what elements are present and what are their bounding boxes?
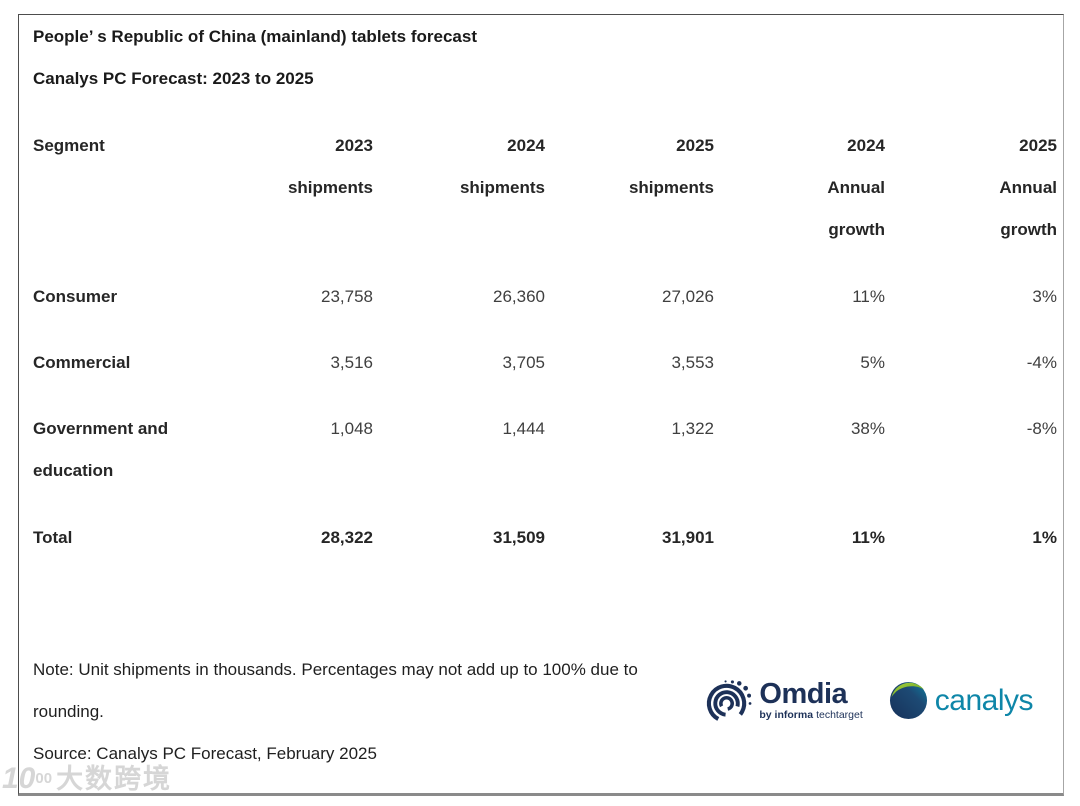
table-row-commercial: Commercial 3,516 3,705 3,553 5% -4% [33, 353, 1057, 372]
watermark-dashukuajing: 10 00 大数跨境 [2, 762, 173, 795]
note-text-line1: Note: Unit shipments in thousands. Perce… [33, 660, 638, 679]
table-row-government-education: Government and education 1,048 1,444 1,3… [33, 419, 1057, 480]
table-header-row: Segment 2023 shipments 2024 shipments 20… [33, 125, 1057, 251]
column-header-2024-growth: 2024 Annual growth [827, 136, 885, 239]
omdia-tagline: by informa techtarget [759, 709, 863, 721]
column-header-2023-shipments: 2023 shipments [287, 136, 373, 197]
column-header-2025-growth: 2025 Annual growth [999, 136, 1057, 239]
canalys-wordmark: canalys [934, 683, 1034, 717]
column-header-segment: Segment [33, 136, 105, 155]
logo-area: Omdia by informa techtarget [705, 677, 1034, 724]
watermark-text: 大数跨境 [56, 764, 173, 794]
canalys-logo: canalys [889, 681, 1034, 720]
source-text: Source: Canalys PC Forecast, February 20… [33, 744, 377, 763]
footer-text-block: Note: Unit shipments in thousands. Perce… [33, 649, 1057, 775]
column-header-2025-shipments: 2025 shipments [628, 136, 714, 197]
title-block: People’ s Republic of China (mainland) t… [33, 16, 1057, 100]
note-text-line2: rounding. [33, 702, 104, 721]
omdia-wordmark: Omdia [759, 678, 848, 710]
table-row-consumer: Consumer 23,758 26,360 27,026 11% 3% [33, 287, 1057, 306]
column-header-2024-shipments: 2024 shipments [459, 136, 545, 197]
page-subtitle: Canalys PC Forecast: 2023 to 2025 [33, 69, 314, 88]
table-row-total: Total 28,322 31,509 31,901 11% 1% [33, 528, 1057, 547]
omdia-rings-icon [705, 677, 752, 724]
forecast-card: People’ s Republic of China (mainland) t… [18, 14, 1064, 796]
page-title: People’ s Republic of China (mainland) t… [33, 27, 477, 46]
canalys-globe-icon [889, 681, 928, 720]
omdia-logo: Omdia by informa techtarget [705, 677, 863, 724]
